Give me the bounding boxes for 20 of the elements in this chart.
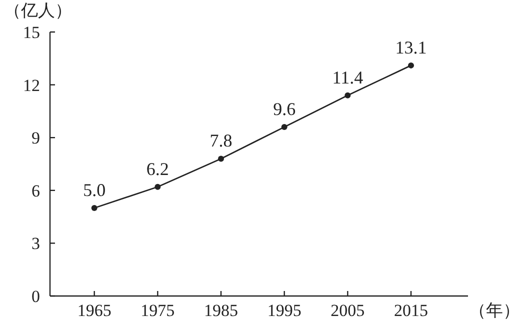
ylabel: （亿人） (4, 1, 72, 20)
y-tick-label: 6 (32, 181, 40, 200)
x-tick-label: 1965 (77, 301, 112, 320)
value-label: 9.6 (273, 99, 296, 120)
y-tick-label: 0 (32, 287, 40, 306)
x-tick-label: 2015 (394, 301, 428, 320)
xlabel: （年） (469, 301, 520, 320)
y-tick-label: 12 (23, 76, 40, 95)
x-tick-label: 1985 (204, 301, 238, 320)
value-label: 13.1 (395, 37, 427, 58)
y-tick-label: 15 (23, 23, 40, 42)
x-tick-label: 1975 (140, 301, 175, 320)
y-tick-label: 3 (32, 234, 40, 254)
value-label: 11.4 (332, 67, 364, 88)
value-label: 5.0 (83, 180, 106, 200)
value-label: 7.8 (210, 130, 232, 151)
x-tick-label: 1995 (267, 301, 302, 320)
y-tick-label: 9 (32, 128, 40, 148)
value-label: 6.2 (146, 158, 169, 179)
x-tick-label: 2005 (330, 301, 365, 320)
